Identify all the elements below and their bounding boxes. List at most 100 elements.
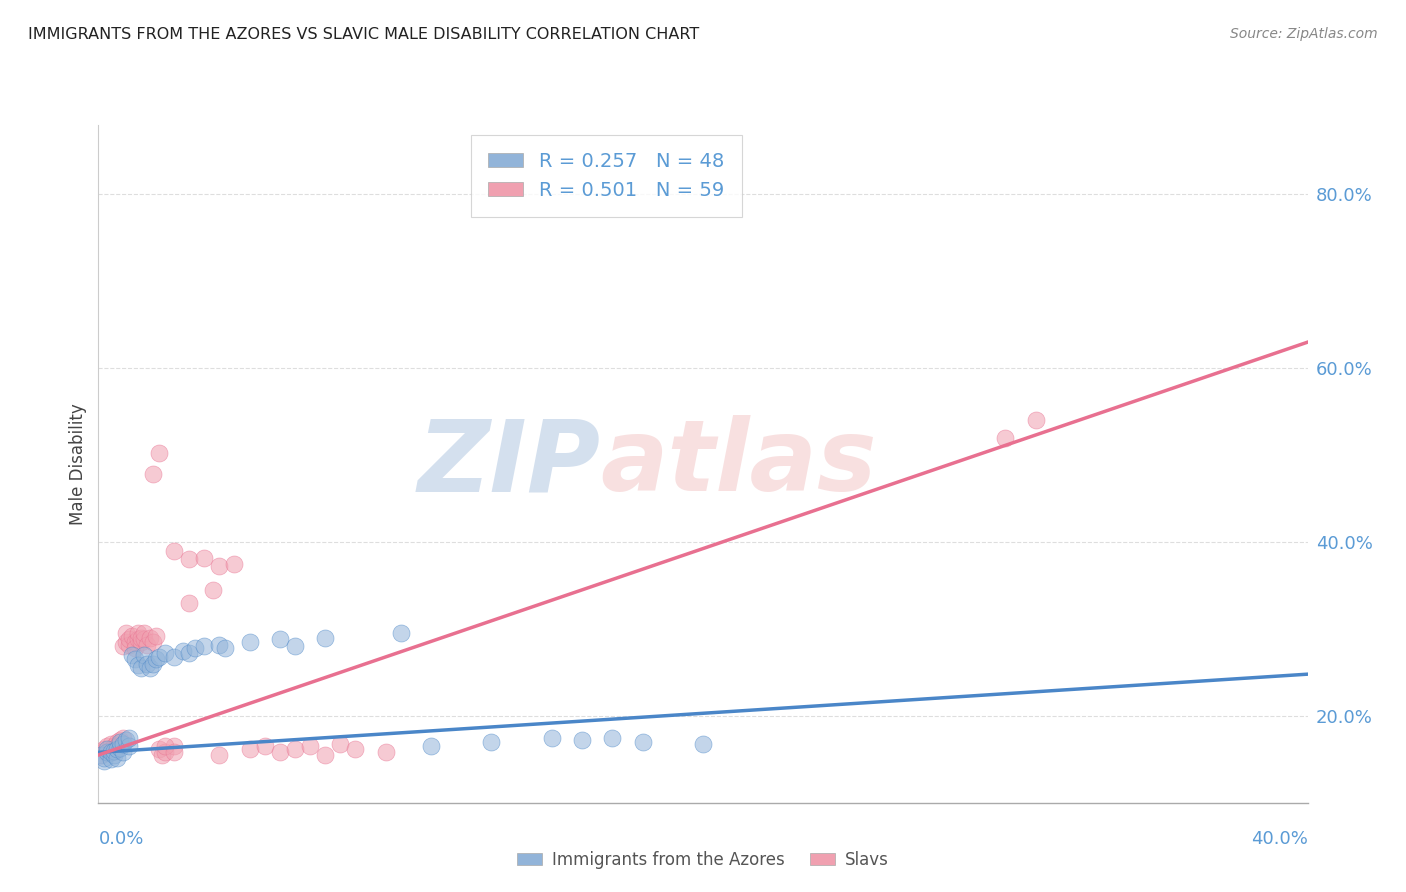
Point [142,635,165,649]
Point [150,747,173,762]
Point [284,640,307,654]
Point [193,640,215,654]
Point [314,747,336,762]
Point [142,657,165,671]
Point [103,739,125,754]
Point [111,737,134,751]
Point [172,643,194,657]
Point [105,735,128,749]
Point [103,744,125,758]
Point [105,742,128,756]
Text: IMMIGRANTS FROM THE AZORES VS SLAVIC MALE DISABILITY CORRELATION CHART: IMMIGRANTS FROM THE AZORES VS SLAVIC MAL… [28,27,699,42]
Point [96,745,118,759]
Point [93,744,115,758]
Point [111,745,134,759]
Point [118,632,141,647]
Point [692,737,714,751]
Point [93,750,115,764]
Point [142,467,165,482]
Point [105,750,128,764]
Legend: Immigrants from the Azores, Slavs: Immigrants from the Azores, Slavs [510,845,896,876]
Point [208,747,231,762]
Point [540,731,562,745]
Point [253,739,276,754]
Point [129,635,152,649]
Point [96,739,118,754]
Point [90,747,112,762]
Point [108,741,131,756]
Point [96,745,118,759]
Y-axis label: Male Disability: Male Disability [69,403,87,524]
Point [193,550,215,565]
Point [103,744,125,758]
Point [114,635,136,649]
Point [163,739,186,754]
Point [139,661,162,675]
Point [114,626,136,640]
Point [177,596,201,610]
Point [389,626,412,640]
Point [132,626,155,640]
Point [419,739,441,754]
Point [111,640,134,654]
Point [93,754,115,768]
Point [344,742,367,756]
Point [135,657,157,671]
Point [177,646,201,660]
Point [108,735,131,749]
Point [108,733,131,747]
Point [127,632,149,647]
Point [269,632,291,647]
Point [145,629,167,643]
Point [153,745,176,759]
Point [208,638,231,652]
Point [118,638,141,652]
Point [129,661,152,675]
Point [153,739,176,754]
Point [100,745,122,759]
Point [124,652,146,666]
Point [129,631,152,645]
Point [100,752,122,766]
Point [90,747,112,762]
Point [114,733,136,747]
Point [148,446,170,460]
Point [269,745,291,759]
Point [1024,413,1046,427]
Point [571,733,593,747]
Point [184,641,207,656]
Point [108,737,131,751]
Point [299,739,322,754]
Point [111,731,134,745]
Point [163,649,186,664]
Point [100,737,122,751]
Point [163,745,186,759]
Point [105,739,128,754]
Point [177,552,201,566]
Point [239,635,262,649]
Text: ZIP: ZIP [418,416,600,512]
Point [481,735,503,749]
Point [135,638,157,652]
Text: Source: ZipAtlas.com: Source: ZipAtlas.com [1230,27,1378,41]
Point [145,652,167,666]
Point [602,731,624,745]
Text: 0.0%: 0.0% [98,830,143,848]
Point [127,658,149,673]
Point [374,745,396,759]
Text: atlas: atlas [600,416,877,512]
Point [103,747,125,762]
Point [314,631,336,645]
Point [124,641,146,656]
Point [100,742,122,756]
Point [121,629,143,643]
Point [284,742,307,756]
Point [994,431,1017,445]
Point [127,626,149,640]
Point [163,543,186,558]
Point [93,742,115,756]
Point [132,632,155,647]
Point [239,742,262,756]
Point [208,559,231,574]
Point [631,735,654,749]
